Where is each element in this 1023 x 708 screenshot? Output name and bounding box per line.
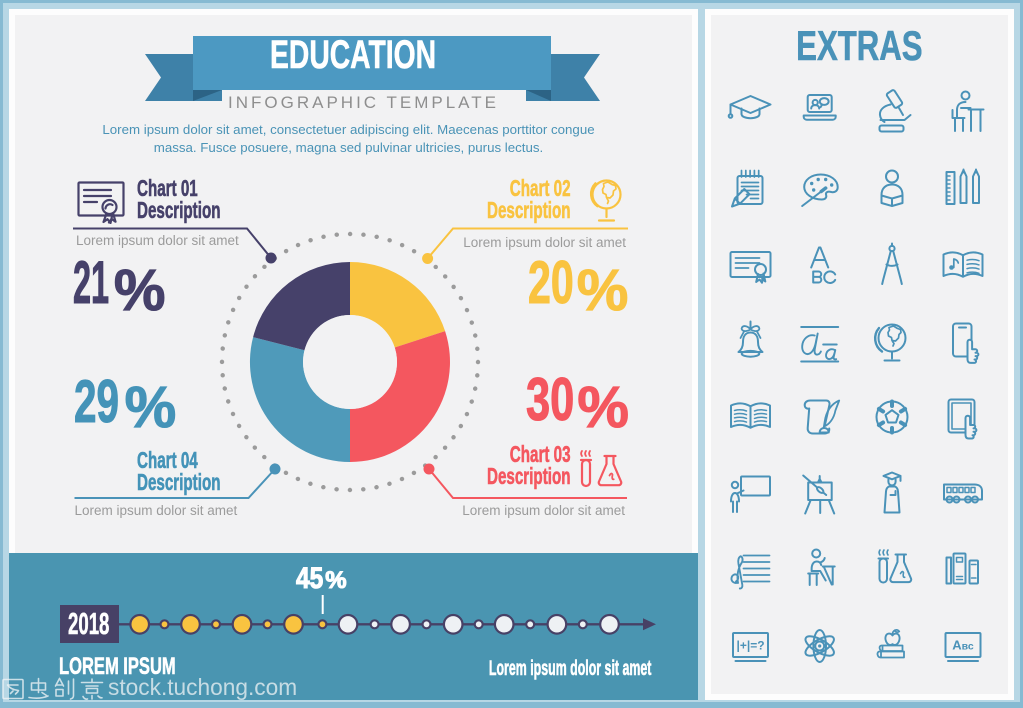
svg-text:Aвс: Aвс bbox=[952, 638, 974, 653]
svg-text:|+|=?: |+|=? bbox=[736, 639, 764, 653]
